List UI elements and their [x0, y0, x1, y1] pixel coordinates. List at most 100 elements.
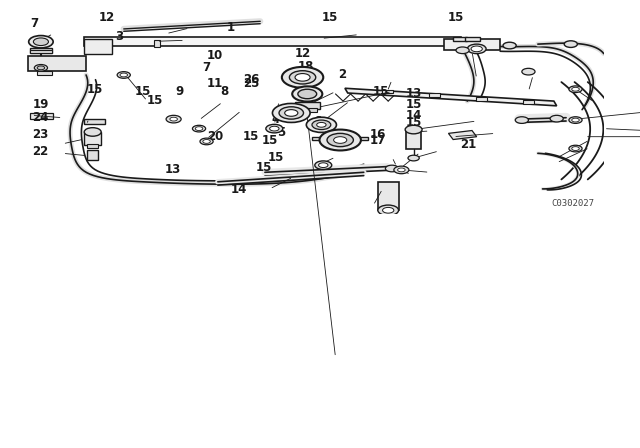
Circle shape — [315, 161, 332, 169]
Bar — [154, 40, 161, 47]
Bar — [84, 37, 461, 46]
Circle shape — [166, 115, 181, 123]
Circle shape — [282, 67, 323, 88]
Text: 7: 7 — [31, 17, 38, 30]
Circle shape — [200, 138, 213, 145]
Bar — [444, 39, 500, 50]
Text: 6: 6 — [314, 115, 322, 128]
Text: 15: 15 — [255, 161, 271, 174]
Bar — [29, 48, 52, 53]
Text: 15: 15 — [372, 85, 389, 98]
Text: 17: 17 — [370, 134, 386, 147]
Text: 8: 8 — [220, 85, 228, 98]
Text: 21: 21 — [460, 138, 476, 151]
Bar — [29, 113, 53, 119]
Circle shape — [394, 166, 409, 174]
Text: 5: 5 — [277, 126, 285, 139]
Text: 15: 15 — [135, 85, 151, 98]
Text: 19: 19 — [33, 98, 49, 111]
Circle shape — [550, 115, 563, 122]
Bar — [381, 90, 393, 94]
Circle shape — [292, 86, 323, 102]
Bar — [406, 129, 421, 149]
Circle shape — [312, 120, 331, 129]
Bar — [312, 137, 369, 141]
Bar — [295, 102, 319, 109]
Text: C0302027: C0302027 — [551, 199, 595, 208]
Bar — [84, 39, 113, 54]
Text: 7: 7 — [202, 61, 211, 74]
Text: 14: 14 — [231, 183, 248, 196]
Text: 10: 10 — [207, 49, 223, 62]
Circle shape — [29, 35, 53, 48]
Circle shape — [327, 134, 353, 146]
Text: 24: 24 — [33, 111, 49, 124]
Circle shape — [170, 117, 177, 121]
Circle shape — [285, 110, 298, 116]
Bar — [465, 37, 479, 41]
Bar — [37, 71, 52, 75]
Circle shape — [273, 103, 310, 122]
Circle shape — [408, 155, 419, 161]
Text: 9: 9 — [175, 85, 183, 98]
Text: 4: 4 — [271, 113, 280, 126]
Circle shape — [295, 73, 310, 81]
Circle shape — [289, 71, 316, 84]
Circle shape — [522, 69, 535, 75]
Text: 25: 25 — [243, 77, 260, 90]
Text: 3: 3 — [115, 30, 123, 43]
Text: 15: 15 — [448, 11, 465, 24]
Bar — [87, 144, 99, 148]
Bar — [28, 56, 86, 71]
Circle shape — [572, 118, 579, 122]
Circle shape — [456, 47, 469, 54]
Bar — [84, 132, 101, 145]
Circle shape — [37, 66, 45, 70]
Text: 20: 20 — [207, 130, 223, 143]
Bar — [429, 94, 440, 97]
Bar — [84, 119, 105, 124]
Circle shape — [569, 86, 582, 93]
Circle shape — [467, 44, 486, 54]
Text: 26: 26 — [243, 73, 260, 86]
Circle shape — [569, 145, 582, 152]
Circle shape — [120, 73, 127, 77]
Bar — [29, 50, 52, 53]
Circle shape — [383, 207, 394, 213]
Polygon shape — [449, 130, 477, 139]
Text: 22: 22 — [33, 145, 49, 158]
Circle shape — [333, 137, 347, 143]
Circle shape — [269, 126, 279, 131]
Circle shape — [471, 46, 483, 52]
Text: 15: 15 — [86, 83, 103, 96]
Circle shape — [298, 89, 317, 99]
Circle shape — [319, 163, 328, 168]
Text: 15: 15 — [147, 94, 163, 107]
Text: 15: 15 — [406, 116, 422, 129]
Text: 1: 1 — [226, 22, 234, 34]
Bar — [87, 150, 99, 160]
Text: 15: 15 — [406, 98, 422, 111]
Circle shape — [203, 139, 211, 143]
Text: 13: 13 — [406, 87, 422, 100]
Circle shape — [572, 146, 579, 151]
Polygon shape — [345, 88, 557, 106]
Bar — [298, 108, 317, 112]
Circle shape — [195, 127, 203, 130]
Text: 14: 14 — [406, 109, 422, 122]
Text: 15: 15 — [268, 151, 284, 164]
Circle shape — [397, 168, 405, 172]
Bar — [476, 97, 487, 101]
Text: 15: 15 — [321, 11, 338, 24]
Text: 2: 2 — [338, 68, 346, 81]
Text: 12: 12 — [99, 11, 115, 24]
Circle shape — [317, 122, 326, 127]
Circle shape — [193, 125, 205, 132]
Text: 15: 15 — [261, 134, 278, 147]
Circle shape — [378, 205, 399, 215]
Text: 5: 5 — [301, 102, 310, 115]
Circle shape — [569, 117, 582, 123]
Circle shape — [33, 38, 49, 46]
Text: 13: 13 — [165, 163, 181, 176]
Circle shape — [564, 41, 577, 47]
